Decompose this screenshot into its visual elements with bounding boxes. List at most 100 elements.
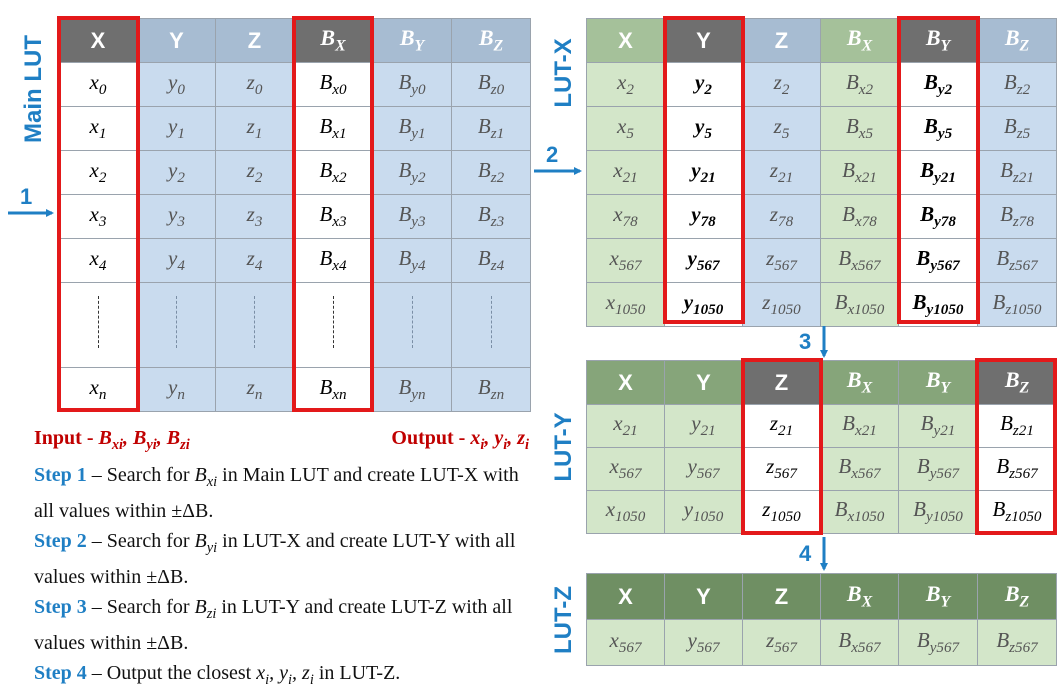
ellipsis-cell xyxy=(373,283,452,368)
step-number-3: 3 xyxy=(799,329,811,355)
luty-cell: y567 xyxy=(665,448,743,491)
step-4-text: Step 4 – Output the closest xi, yi, zi i… xyxy=(34,659,534,695)
lutz-header-x: X xyxy=(587,574,665,620)
main-cell: z1 xyxy=(216,107,294,151)
io-line: Input - Bxi, Byi, Bzi Output - xi, yi, z… xyxy=(34,424,529,461)
lutx-cell: x5 xyxy=(587,107,665,151)
main-header-by: BY xyxy=(373,19,452,63)
main-cell: Bz3 xyxy=(452,195,531,239)
luty-cell: Bz21 xyxy=(978,405,1057,448)
lutx-cell: y2 xyxy=(665,63,743,107)
lutx-header-bx: BX xyxy=(821,19,899,63)
luty-header-by: BY xyxy=(899,361,978,405)
lutx-cell: Bx5 xyxy=(821,107,899,151)
main-cell: z0 xyxy=(216,63,294,107)
luty-cell: x1050 xyxy=(587,491,665,534)
lutz-header-bz: BZ xyxy=(978,574,1057,620)
lutx-cell: z5 xyxy=(743,107,821,151)
luty-cell: z21 xyxy=(743,405,821,448)
lutx-cell: x78 xyxy=(587,195,665,239)
lutx-header-x: X xyxy=(587,19,665,63)
lutx-cell: Bx78 xyxy=(821,195,899,239)
lutz-cell: z567 xyxy=(743,620,821,666)
lutx-cell: Bx21 xyxy=(821,151,899,195)
lutx-cell: z78 xyxy=(743,195,821,239)
lutx-header-by: BY xyxy=(899,19,978,63)
lutz-cell: x567 xyxy=(587,620,665,666)
main-cell: y3 xyxy=(138,195,216,239)
luty-cell: Bx1050 xyxy=(821,491,899,534)
luty-cell: y21 xyxy=(665,405,743,448)
step-number-4: 4 xyxy=(799,541,811,567)
lutx-cell: y1050 xyxy=(665,283,743,327)
lutz-cell: Bx567 xyxy=(821,620,899,666)
main-cell: xn xyxy=(59,368,138,412)
steps-list: Step 1 – Search for Bxi in Main LUT and … xyxy=(34,461,534,695)
lutz-header-bx: BX xyxy=(821,574,899,620)
luty-header-bx: BX xyxy=(821,361,899,405)
lutx-header-bz: BZ xyxy=(978,19,1057,63)
lutx-cell: y5 xyxy=(665,107,743,151)
lutx-cell: y21 xyxy=(665,151,743,195)
main-header-y: Y xyxy=(138,19,216,63)
main-cell: By2 xyxy=(373,151,452,195)
luty-cell: x21 xyxy=(587,405,665,448)
lutz-cell: y567 xyxy=(665,620,743,666)
lutx-cell: x1050 xyxy=(587,283,665,327)
main-cell: By4 xyxy=(373,239,452,283)
luty-cell: z1050 xyxy=(743,491,821,534)
lutx-cell: Bz21 xyxy=(978,151,1057,195)
main-cell: y0 xyxy=(138,63,216,107)
lutx-cell: Bz78 xyxy=(978,195,1057,239)
lutx-cell: Bz2 xyxy=(978,63,1057,107)
step-number-1: 1 xyxy=(20,184,32,210)
ellipsis-cell xyxy=(216,283,294,368)
main-header-z: Z xyxy=(216,19,294,63)
main-cell: y1 xyxy=(138,107,216,151)
lutx-cell: x567 xyxy=(587,239,665,283)
step-3-text: Step 3 – Search for Bzi in LUT-Y and cre… xyxy=(34,593,534,659)
lutz-header-y: Y xyxy=(665,574,743,620)
lutx-cell: y567 xyxy=(665,239,743,283)
lutx-cell: By5 xyxy=(899,107,978,151)
main-cell: Bx0 xyxy=(294,63,373,107)
main-cell: x0 xyxy=(59,63,138,107)
ellipsis-cell xyxy=(452,283,531,368)
lutx-header-z: Z xyxy=(743,19,821,63)
main-cell: z4 xyxy=(216,239,294,283)
main-cell: x4 xyxy=(59,239,138,283)
main-lut-label: Main LUT xyxy=(20,19,50,159)
ellipsis-cell xyxy=(59,283,138,368)
lutx-cell: z21 xyxy=(743,151,821,195)
luty-header-x: X xyxy=(587,361,665,405)
lutx-cell: y78 xyxy=(665,195,743,239)
luty-cell: y1050 xyxy=(665,491,743,534)
ellipsis-cell xyxy=(138,283,216,368)
main-header-bx: BX xyxy=(294,19,373,63)
lutx-cell: z567 xyxy=(743,239,821,283)
main-cell: Bzn xyxy=(452,368,531,412)
luty-cell: Bz1050 xyxy=(978,491,1057,534)
lutz-cell: Bz567 xyxy=(978,620,1057,666)
main-cell: y2 xyxy=(138,151,216,195)
lutz-header-z: Z xyxy=(743,574,821,620)
main-cell: Bx3 xyxy=(294,195,373,239)
lutx-cell: By2 xyxy=(899,63,978,107)
lutx-cell: By1050 xyxy=(899,283,978,327)
lut-z-label: LUT-Z xyxy=(550,575,580,665)
lutx-cell: Bz5 xyxy=(978,107,1057,151)
